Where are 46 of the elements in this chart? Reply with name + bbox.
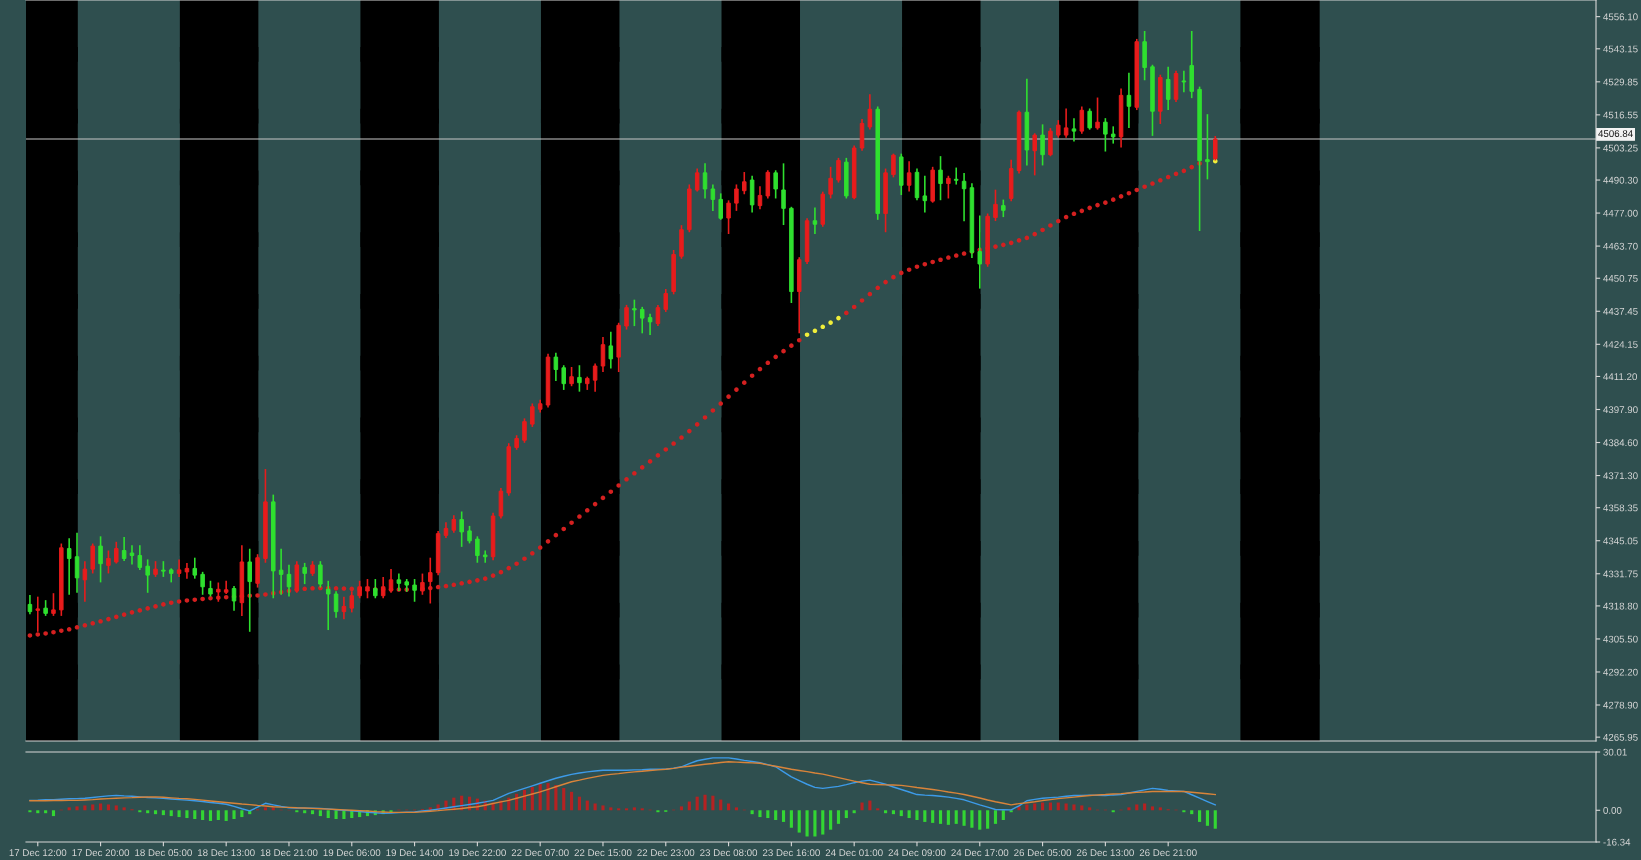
x-tick-label: 19 Dec 14:00 <box>386 849 444 857</box>
x-tick-label: 18 Dec 13:00 <box>198 849 255 857</box>
y-tick-label: 4543.15 <box>1603 45 1638 53</box>
y-tick-label: 4345.05 <box>1603 537 1638 545</box>
y-tick-label: 4490.30 <box>1603 176 1638 184</box>
y-tick-label: 4371.30 <box>1603 472 1638 480</box>
y-tick-label: 4384.60 <box>1603 439 1638 447</box>
x-tick-label: 26 Dec 21:00 <box>1139 849 1197 857</box>
y-tick-label: 4463.70 <box>1603 242 1638 250</box>
x-tick-label: 26 Dec 05:00 <box>1014 849 1072 857</box>
y-tick-label: 4437.45 <box>1603 308 1638 315</box>
x-tick-label: 23 Dec 08:00 <box>700 849 758 857</box>
x-tick-label: 23 Dec 16:00 <box>762 849 820 857</box>
y-tick-label: 4411.20 <box>1603 373 1637 381</box>
y-tick-label: 4556.10 <box>1603 13 1638 21</box>
y-tick-label: 4278.90 <box>1603 701 1638 709</box>
x-tick-label: 24 Dec 01:00 <box>825 849 883 857</box>
x-tick-label: 22 Dec 15:00 <box>574 849 632 857</box>
x-tick-label: 18 Dec 21:00 <box>260 849 318 857</box>
x-tick-label: 17 Dec 20:00 <box>72 849 130 857</box>
x-tick-label: 18 Dec 05:00 <box>135 849 192 857</box>
y-tick-label: 4292.20 <box>1603 668 1638 676</box>
y-tick-label: 4424.15 <box>1603 341 1638 348</box>
y-tick-label: 4265.95 <box>1603 733 1638 741</box>
y-tick-label: 30.01 <box>1603 748 1627 756</box>
x-tick-label: 19 Dec 06:00 <box>323 849 381 857</box>
y-tick-label: 4503.25 <box>1603 144 1638 152</box>
x-tick-label: 19 Dec 22:00 <box>449 849 506 857</box>
x-tick-label: 26 Dec 13:00 <box>1076 849 1134 857</box>
y-tick-label: 0.00 <box>1603 807 1622 814</box>
x-tick-label: 22 Dec 07:00 <box>511 849 569 857</box>
x-tick-label: 24 Dec 17:00 <box>951 849 1009 857</box>
y-tick-label: 4397.90 <box>1603 406 1638 414</box>
x-tick-label: 22 Dec 23:00 <box>637 849 695 857</box>
y-tick-label: 4450.75 <box>1603 274 1638 282</box>
y-tick-label: 4331.75 <box>1603 570 1638 578</box>
ref-line-label: 4506.84 <box>1598 130 1633 138</box>
y-tick-label: 4477.00 <box>1603 209 1638 217</box>
y-tick-label: 4358.35 <box>1603 504 1638 512</box>
y-tick-label: 4529.85 <box>1603 78 1638 86</box>
x-tick-label: 17 Dec 12:00 <box>9 849 67 857</box>
y-tick-label: 4318.80 <box>1603 602 1638 610</box>
y-tick-label: 4305.50 <box>1603 635 1638 643</box>
x-tick-label: 24 Dec 09:00 <box>888 849 946 857</box>
y-tick-label: 4516.55 <box>1603 111 1638 119</box>
y-tick-label: -16.34 <box>1603 838 1631 846</box>
